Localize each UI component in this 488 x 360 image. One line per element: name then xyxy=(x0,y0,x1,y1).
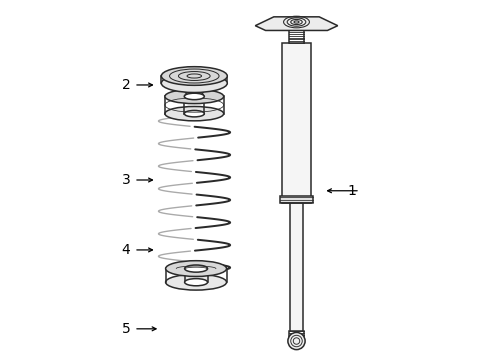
Text: 5: 5 xyxy=(122,322,130,336)
Ellipse shape xyxy=(184,111,204,117)
Ellipse shape xyxy=(161,74,227,93)
Ellipse shape xyxy=(165,274,226,290)
Text: 2: 2 xyxy=(122,78,130,92)
Ellipse shape xyxy=(164,107,223,121)
Text: 3: 3 xyxy=(122,173,130,187)
Ellipse shape xyxy=(184,93,203,100)
FancyBboxPatch shape xyxy=(279,196,313,203)
Ellipse shape xyxy=(165,261,226,276)
Ellipse shape xyxy=(161,67,227,85)
Text: 1: 1 xyxy=(347,184,356,198)
Ellipse shape xyxy=(184,279,207,286)
FancyBboxPatch shape xyxy=(282,43,310,203)
Text: 4: 4 xyxy=(122,243,130,257)
Circle shape xyxy=(287,332,305,350)
Polygon shape xyxy=(255,17,337,31)
FancyBboxPatch shape xyxy=(290,203,302,330)
Ellipse shape xyxy=(184,265,207,272)
Ellipse shape xyxy=(164,89,223,104)
Ellipse shape xyxy=(184,93,204,100)
